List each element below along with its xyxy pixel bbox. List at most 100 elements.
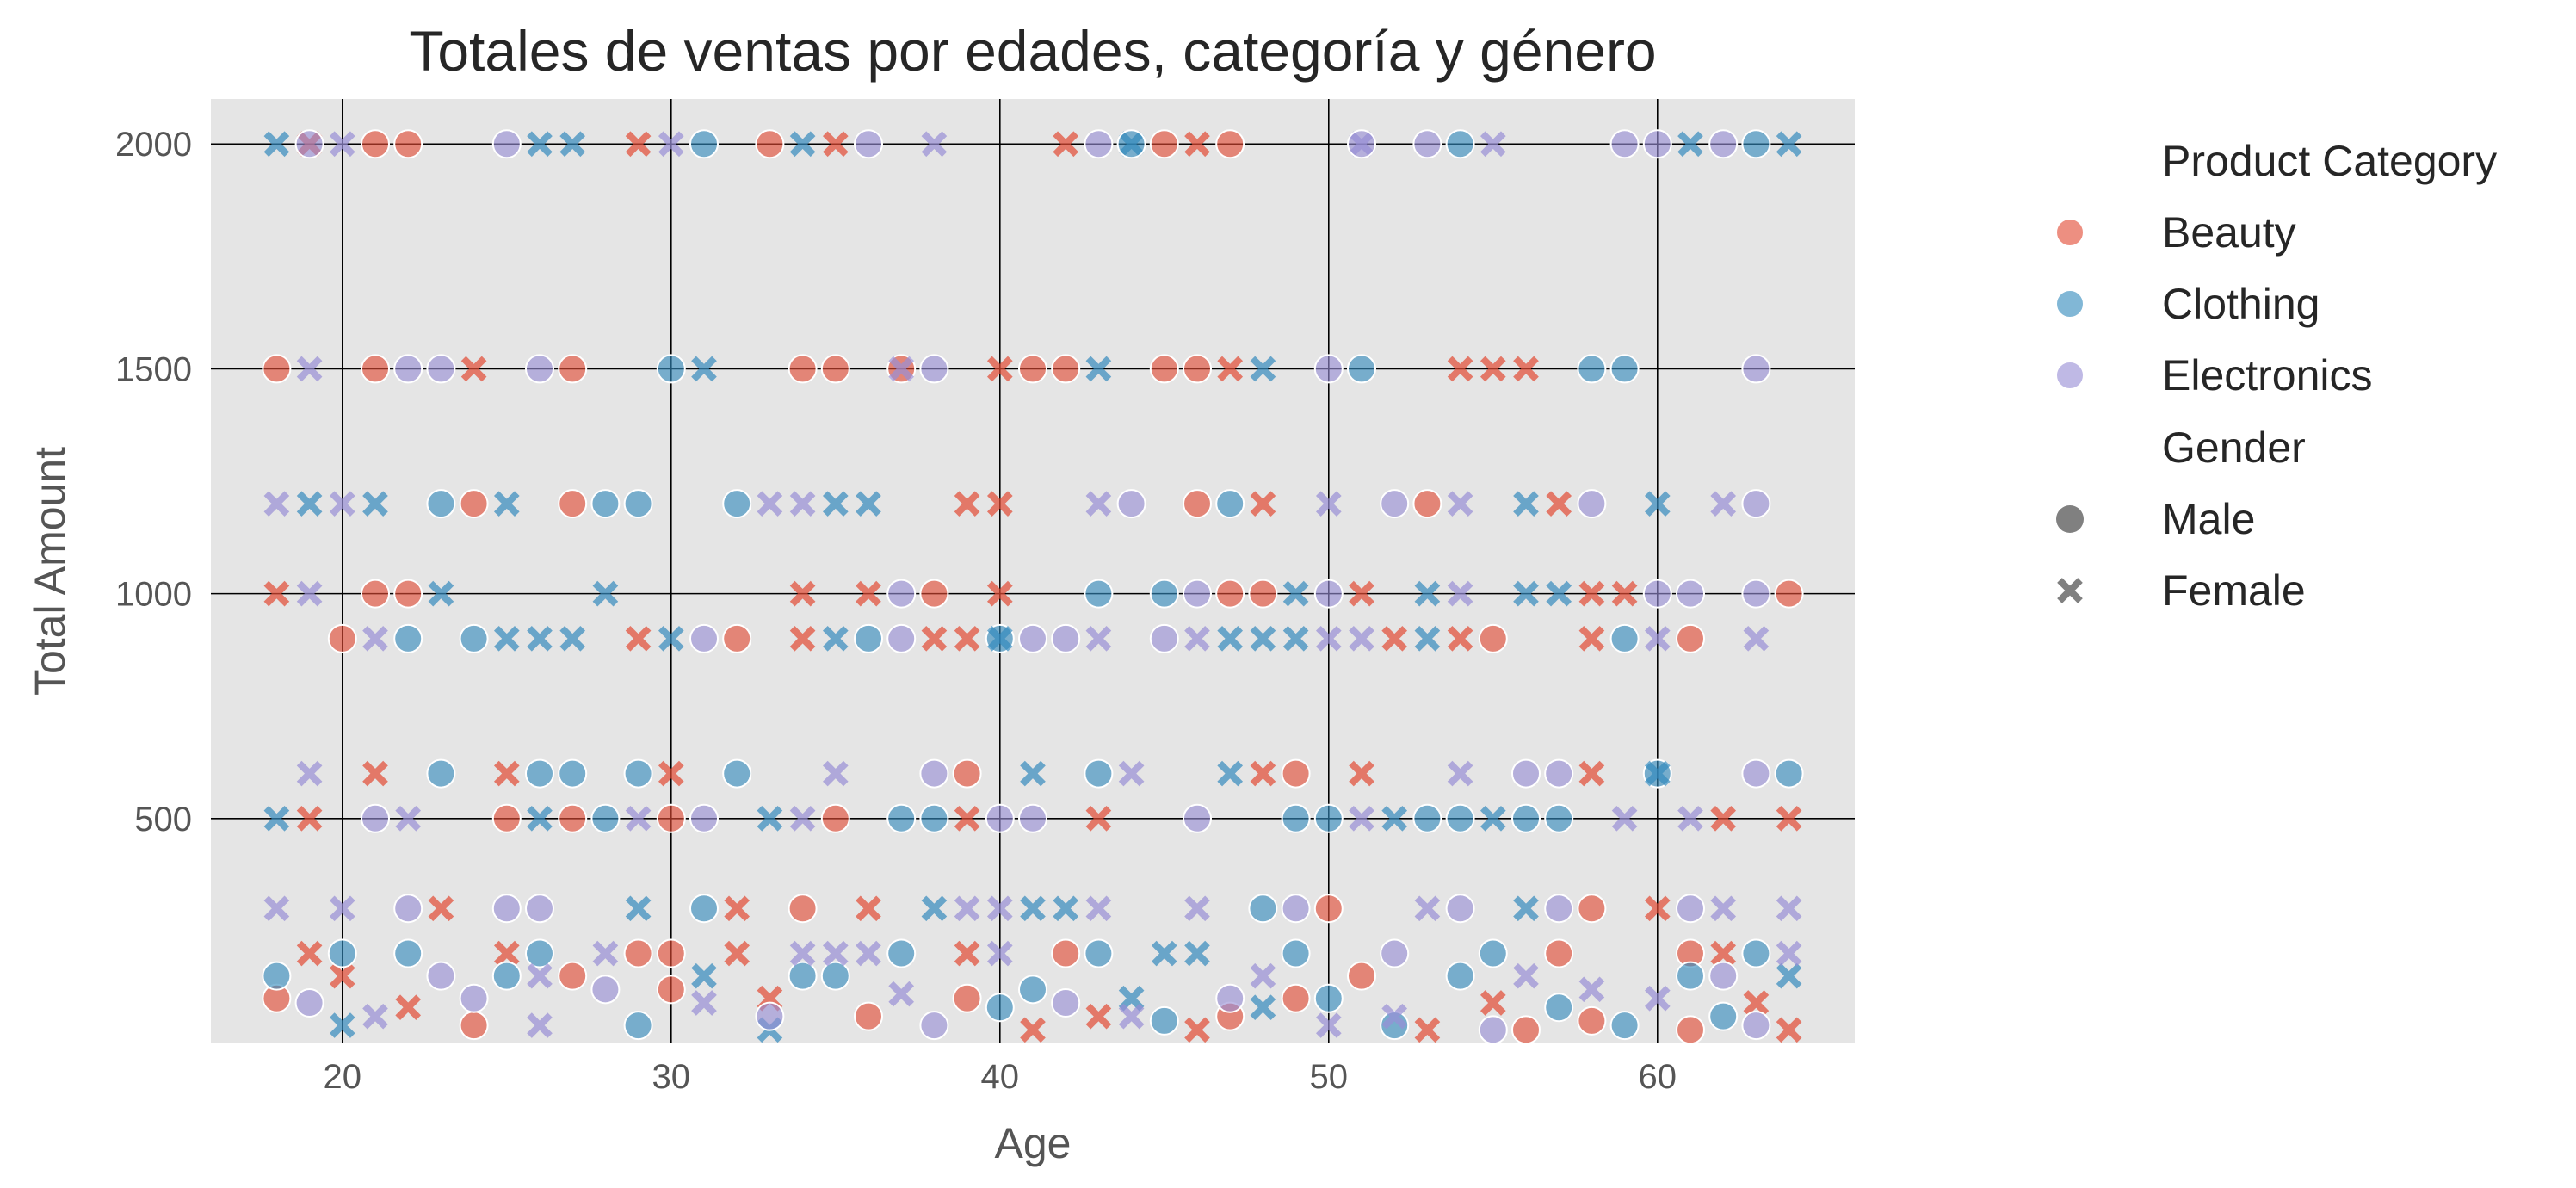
data-point — [985, 803, 1015, 833]
data-point — [1644, 626, 1671, 652]
data-point — [1677, 131, 1703, 158]
data-point — [656, 938, 686, 968]
series-clothing — [262, 129, 1804, 1043]
data-point — [294, 129, 324, 159]
data-point — [1642, 579, 1672, 609]
data-point — [362, 760, 388, 787]
data-point — [395, 805, 422, 832]
plot-area — [211, 99, 1855, 1043]
data-point — [1609, 1011, 1640, 1041]
data-point — [1741, 938, 1771, 968]
data-point — [1511, 758, 1541, 789]
data-point — [1513, 356, 1539, 382]
data-point — [1414, 1017, 1441, 1043]
data-point — [1676, 961, 1705, 991]
data-point — [1642, 129, 1672, 159]
data-point — [789, 940, 816, 967]
data-point — [1480, 805, 1506, 832]
data-point — [1710, 940, 1737, 967]
data-point — [361, 129, 390, 159]
data-point — [1644, 985, 1671, 1012]
legend-category-title: Product Category — [2162, 137, 2497, 185]
data-point — [1776, 1017, 1802, 1043]
data-point — [1445, 894, 1475, 924]
data-point — [459, 1011, 489, 1041]
data-point — [1149, 623, 1179, 653]
data-point — [722, 489, 752, 519]
data-point — [296, 805, 323, 832]
legend-item-male: Male — [2162, 495, 2255, 543]
data-point — [527, 626, 553, 652]
legend-item-female: Female — [2162, 566, 2306, 615]
data-point — [329, 131, 355, 158]
data-point — [1644, 760, 1671, 787]
data-point — [1217, 356, 1244, 382]
data-point — [1282, 580, 1309, 607]
data-point — [1215, 129, 1245, 159]
data-point — [327, 938, 357, 968]
data-point — [820, 354, 850, 384]
data-point — [888, 356, 915, 382]
data-point — [1248, 894, 1278, 924]
data-point — [527, 962, 553, 989]
data-point — [1611, 805, 1638, 832]
legend: Product Category Beauty Clothing Electroni… — [2055, 137, 2497, 615]
data-point — [262, 961, 292, 991]
data-point — [1741, 579, 1771, 609]
y-axis-label: Total Amount — [26, 447, 74, 696]
data-point — [1676, 623, 1705, 653]
data-point — [493, 491, 520, 517]
data-point — [856, 895, 881, 922]
data-point — [856, 940, 881, 967]
data-point — [559, 626, 586, 652]
data-point — [789, 491, 816, 517]
data-point — [527, 131, 553, 158]
data-point — [658, 131, 684, 158]
data-point — [1250, 760, 1276, 787]
data-point — [527, 805, 553, 832]
data-point — [263, 491, 290, 517]
data-point — [822, 760, 849, 787]
data-point — [263, 895, 290, 922]
data-point — [1053, 131, 1079, 158]
data-point — [886, 803, 917, 833]
data-point — [722, 623, 752, 653]
data-point — [1020, 760, 1046, 787]
data-point — [921, 131, 948, 158]
data-point — [1381, 805, 1408, 832]
data-point — [592, 940, 619, 967]
data-point — [1644, 491, 1671, 517]
data-point — [658, 626, 684, 652]
data-point — [623, 489, 653, 519]
data-point — [1447, 760, 1473, 787]
data-point — [1445, 129, 1475, 159]
data-point — [1116, 129, 1146, 159]
data-point — [1578, 580, 1605, 607]
data-point — [1445, 803, 1475, 833]
data-point — [527, 1012, 553, 1038]
data-point — [954, 895, 980, 922]
data-point — [1250, 626, 1276, 652]
data-point — [1577, 894, 1607, 924]
data-point — [1250, 994, 1276, 1021]
data-point — [428, 895, 454, 922]
data-point — [525, 938, 554, 968]
data-point — [986, 626, 1013, 652]
data-point — [1609, 354, 1640, 384]
data-point — [1347, 961, 1376, 991]
x-tick-label: 20 — [324, 1058, 362, 1096]
data-point — [1018, 803, 1047, 833]
data-point — [1313, 354, 1344, 384]
data-point — [393, 938, 423, 968]
x-tick-label: 40 — [981, 1058, 1020, 1096]
data-point — [1281, 758, 1311, 789]
data-point — [625, 131, 652, 158]
data-point — [1578, 626, 1605, 652]
data-point — [590, 489, 621, 519]
data-point — [724, 895, 751, 922]
data-point — [1577, 1005, 1607, 1036]
data-point — [1676, 1015, 1705, 1045]
data-point — [1184, 1017, 1210, 1043]
data-point — [1544, 993, 1574, 1023]
data-point — [1149, 354, 1179, 384]
